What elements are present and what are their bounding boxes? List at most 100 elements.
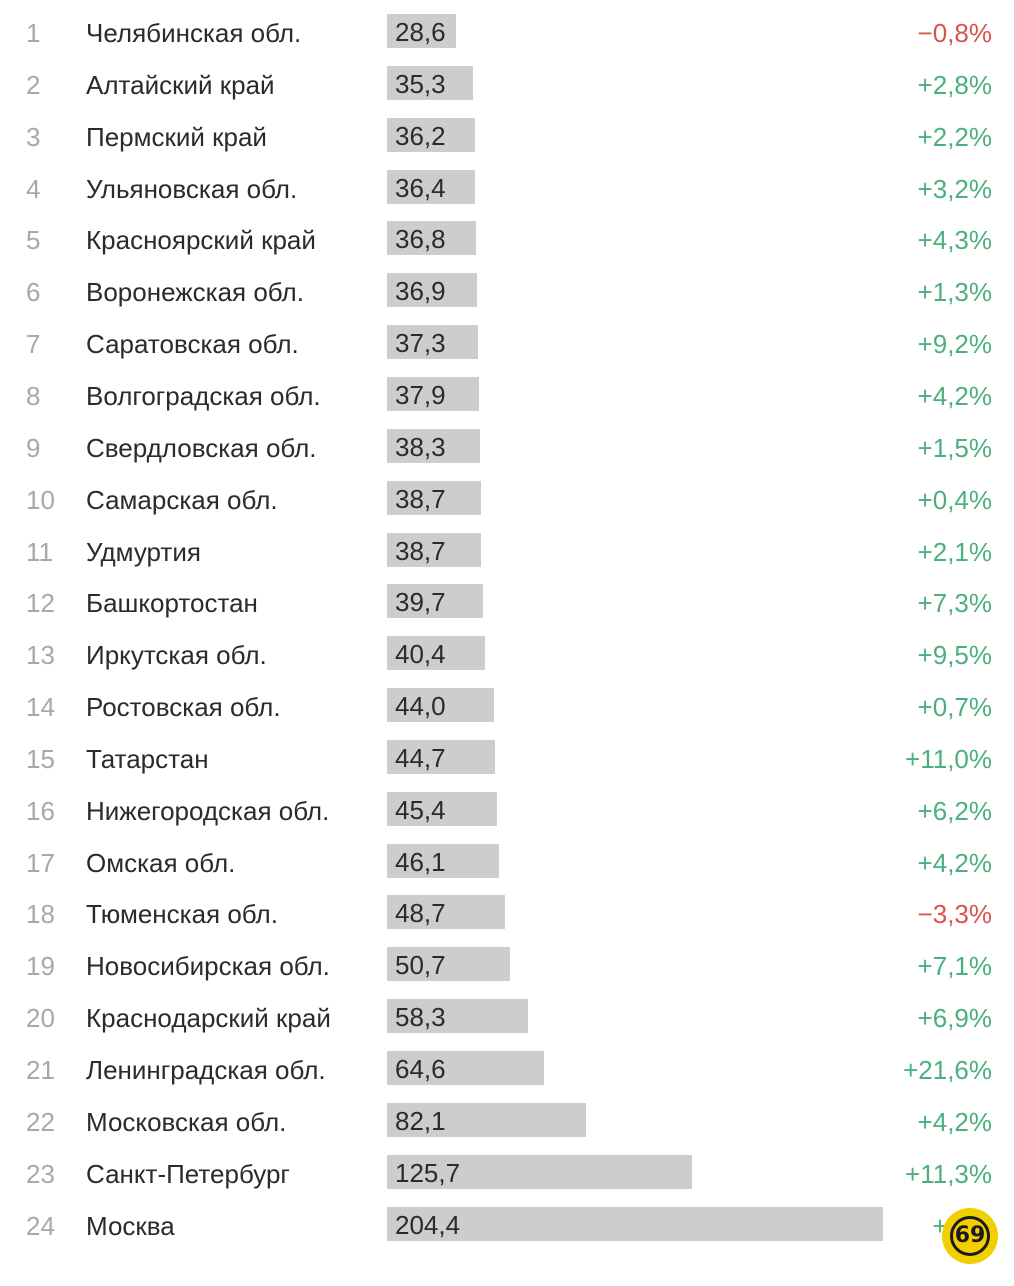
rank-label: 4 [26,173,41,204]
change-label: +6,2% [917,795,992,826]
chart-row: 5 Красноярский край 36,8 +4,3% [0,214,1014,266]
chart-row: 23 Санкт-Петербург 125,7 +11,3% [0,1148,1014,1200]
value-bar [387,1206,883,1241]
region-label: Красноярский край [86,225,316,256]
value-label: 58,3 [395,1002,446,1033]
rank-label: 23 [26,1158,55,1189]
rank-label: 6 [26,277,41,308]
value-label: 36,4 [395,172,446,203]
chart-row: 10 Самарская обл. 38,7 +0,4% [0,474,1014,526]
value-bar [387,739,495,774]
rank-label: 22 [26,1106,55,1137]
chart-row: 16 Нижегородская обл. 45,4 +6,2% [0,785,1014,837]
value-label: 35,3 [395,68,446,99]
chart-row: 1 Челябинская обл. 28,6 −0,8% [0,7,1014,59]
chart-row: 20 Краснодарский край 58,3 +6,9% [0,992,1014,1044]
change-label: +4,2% [917,1106,992,1137]
rank-label: 7 [26,329,41,360]
chart-row: 14 Ростовская обл. 44,0 +0,7% [0,681,1014,733]
logo-text: 69 [954,1223,986,1248]
chart-row: 13 Иркутская обл. 40,4 +9,5% [0,629,1014,681]
region-label: Тюменская обл. [86,899,278,930]
value-label: 46,1 [395,846,446,877]
region-label: Башкортостан [86,588,258,619]
change-label: +9,5% [917,640,992,671]
value-label: 38,7 [395,535,446,566]
value-bar [387,169,475,204]
region-label: Пермский край [86,121,267,152]
change-label: +1,5% [917,432,992,463]
change-label: +6,9% [917,1003,992,1034]
region-label: Алтайский край [86,69,275,100]
region-label: Татарстан [86,743,209,774]
region-label: Ростовская обл. [86,692,281,723]
value-bar [387,947,510,982]
chart-row: 7 Саратовская обл. 37,3 +9,2% [0,318,1014,370]
value-label: 50,7 [395,950,446,981]
value-bar [387,273,477,308]
chart-row: 9 Свердловская обл. 38,3 +1,5% [0,422,1014,474]
value-bar [387,325,478,360]
region-label: Санкт-Петербург [86,1158,290,1189]
value-bar [387,1051,544,1085]
rank-label: 19 [26,951,55,982]
value-bar [387,791,497,826]
chart-row: 15 Татарстан 44,7 +11,0% [0,733,1014,785]
rank-label: 17 [26,847,55,878]
change-label: +2,8% [917,69,992,100]
change-label: +1,3% [917,277,992,308]
rank-label: 10 [26,484,55,515]
chart-row: 18 Тюменская обл. 48,7 −3,3% [0,888,1014,940]
region-label: Омская обл. [86,847,236,878]
region-label: Самарская обл. [86,484,278,515]
value-label: 48,7 [395,898,446,929]
region-label: Волгоградская обл. [86,380,321,411]
value-label: 36,8 [395,224,446,255]
chart-row: 8 Волгоградская обл. 37,9 +4,2% [0,370,1014,422]
value-bar [387,688,494,723]
value-bar [387,221,476,256]
rank-label: 15 [26,743,55,774]
value-label: 64,6 [395,1054,446,1084]
change-label: +0,7% [917,692,992,723]
change-label: +21,6% [903,1055,992,1085]
rank-label: 14 [26,692,55,723]
region-label: Московская обл. [86,1106,287,1137]
value-bar [387,14,456,48]
change-label: +2,1% [917,536,992,567]
region-label: Москва [86,1210,175,1241]
chart-row: 4 Ульяновская обл. 36,4 +3,2% [0,163,1014,215]
change-label: +0,4% [917,484,992,515]
value-label: 37,9 [395,379,446,410]
region-label: Воронежская обл. [86,277,304,308]
region-label: Ленинградская обл. [86,1055,326,1085]
channel-logo-icon: 69 [942,1208,998,1264]
rank-label: 16 [26,795,55,826]
value-label: 38,7 [395,483,446,514]
change-label: +7,1% [917,951,992,982]
value-bar [387,117,475,152]
region-label: Краснодарский край [86,1003,331,1034]
value-bar [387,532,481,567]
chart-row: 6 Воронежская обл. 36,9 +1,3% [0,266,1014,318]
value-label: 44,0 [395,691,446,722]
value-label: 38,3 [395,431,446,462]
change-label: +3,2% [917,173,992,204]
value-bar [387,65,473,100]
change-label: +4,3% [917,225,992,256]
region-label: Новосибирская обл. [86,951,330,982]
rank-label: 24 [26,1210,55,1241]
value-label: 36,2 [395,120,446,151]
value-bar [387,1102,586,1137]
rank-label: 1 [26,18,41,48]
change-label: +4,2% [917,380,992,411]
region-label: Свердловская обл. [86,432,317,463]
region-label: Саратовская обл. [86,329,299,360]
chart-row: 17 Омская обл. 46,1 +4,2% [0,837,1014,889]
rank-label: 3 [26,121,41,152]
value-label: 82,1 [395,1105,446,1136]
chart-row: 19 Новосибирская обл. 50,7 +7,1% [0,940,1014,992]
value-label: 40,4 [395,639,446,670]
